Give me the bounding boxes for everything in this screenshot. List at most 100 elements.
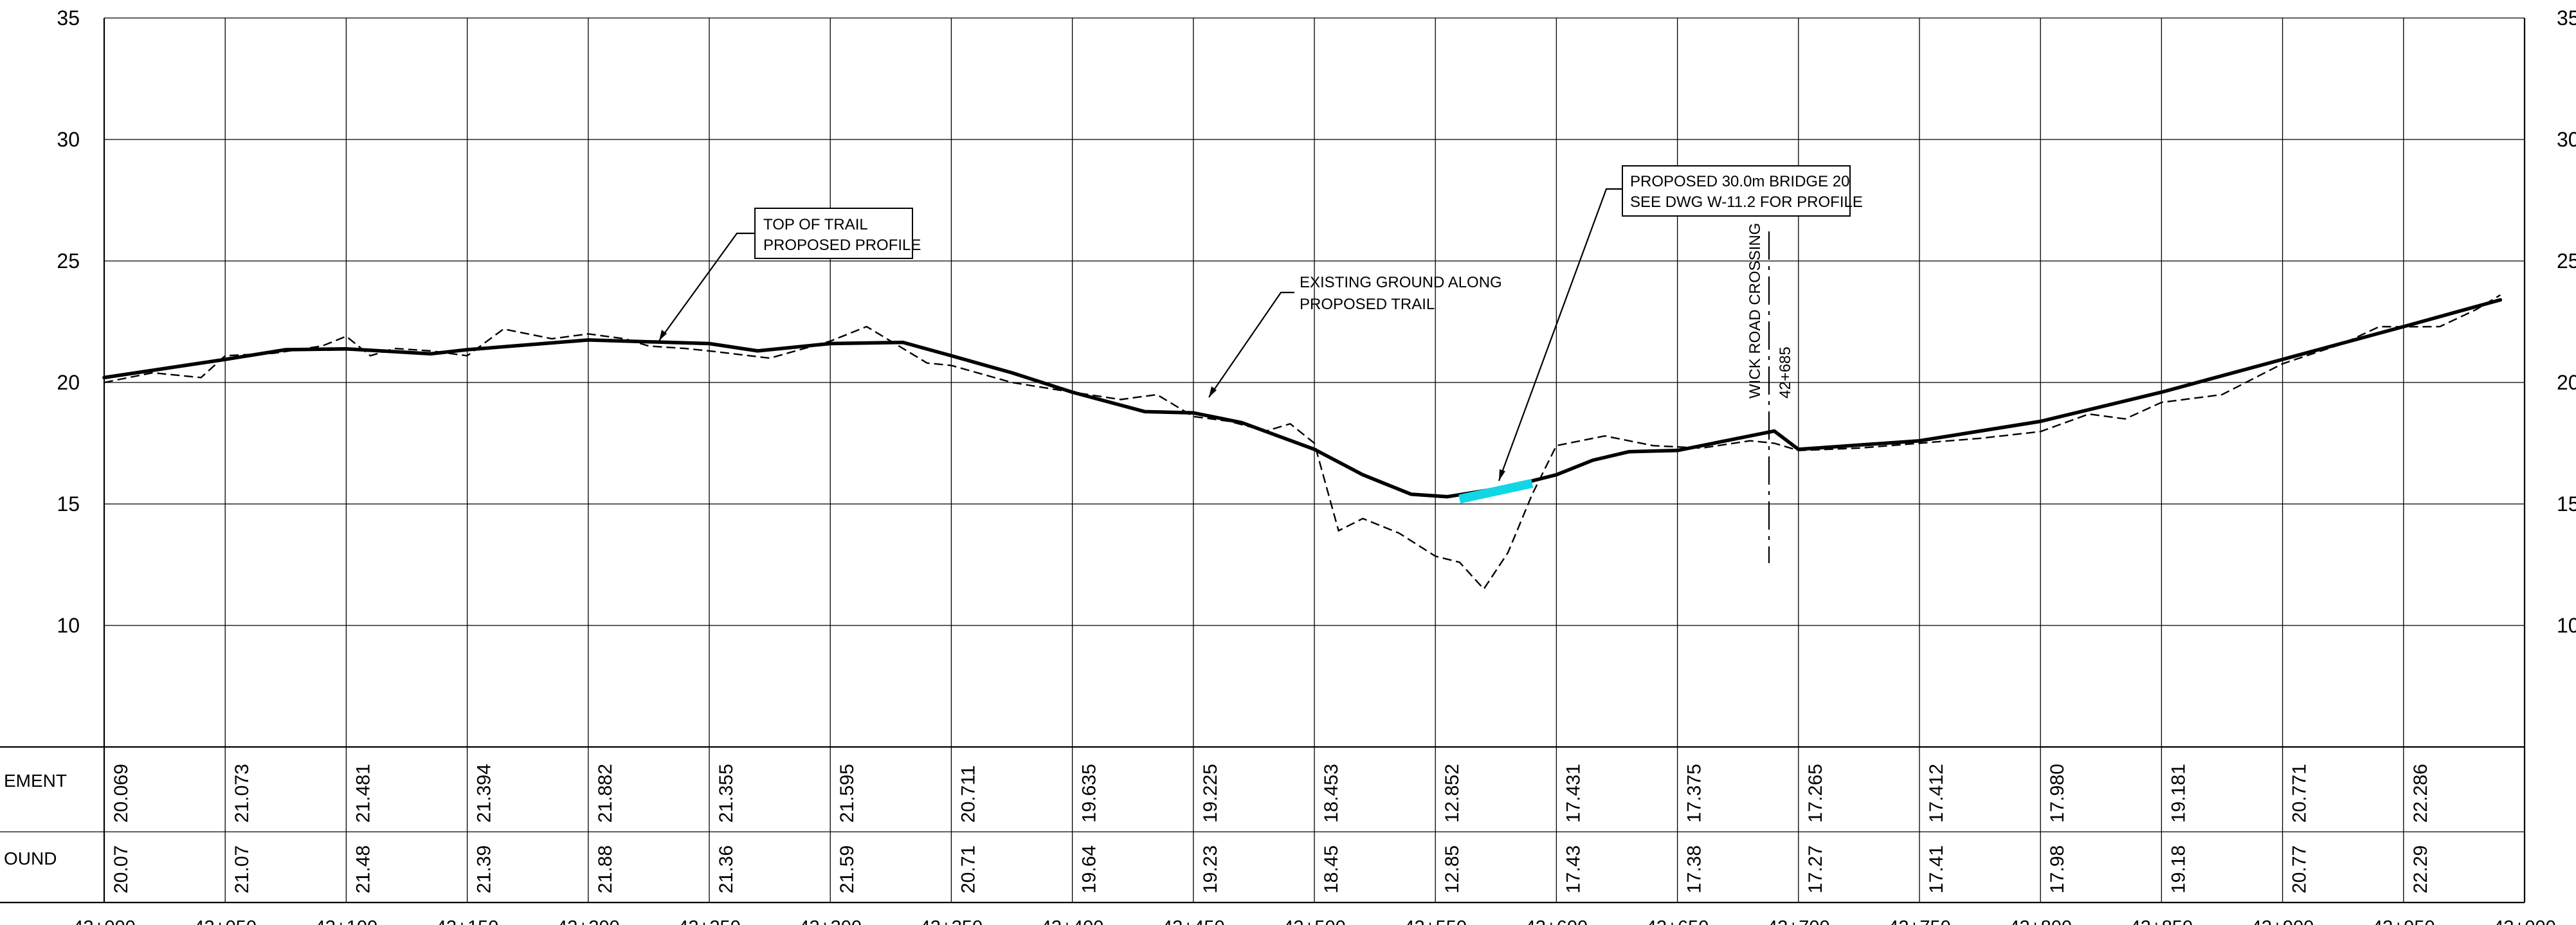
table-row-label-ground: OUND	[4, 849, 57, 868]
table-cell-proposed: 19.225	[1200, 764, 1221, 823]
chainage-label: 42+450	[1162, 917, 1225, 925]
table-cell-ground: 20.07	[111, 845, 132, 894]
top-of-trail-line1: TOP OF TRAIL	[763, 216, 868, 233]
table-cell-proposed: 17.980	[2047, 764, 2068, 823]
table-cell-ground: 12.85	[1442, 845, 1463, 894]
proposed-profile-line	[102, 298, 2503, 499]
bridge-note-arrowhead	[1499, 469, 1505, 481]
elevation-table: EMENT OUND 20.069 21.073 21.481 21.394 21.88…	[4, 764, 2431, 894]
table-cell-ground: 18.45	[1321, 845, 1342, 894]
chainage-label: 42+550	[1404, 917, 1467, 925]
bridge-note-leader	[1498, 188, 1622, 481]
table-row-label-proposed: EMENT	[4, 771, 67, 791]
wick-road-crossing-label: WICK ROAD CROSSING	[1746, 223, 1764, 399]
chainage-label: 42+250	[678, 917, 741, 925]
chainage-label: 42+400	[1041, 917, 1104, 925]
table-cell-ground: 21.39	[474, 845, 495, 894]
chainage-label: 42+050	[194, 917, 257, 925]
top-of-trail-arrowhead	[659, 330, 667, 341]
table-cell-ground: 19.64	[1079, 845, 1100, 894]
chainage-label: 42+950	[2372, 917, 2435, 925]
chainage-label: 42+000	[73, 917, 136, 925]
existing-ground-leader	[1208, 291, 1294, 398]
chainage-labels: 42+000 42+050 42+100 42+150 42+200 42+250 42+3…	[73, 917, 2556, 925]
table-cell-ground: 17.41	[1926, 845, 1947, 894]
elevation-tick-label: 10	[57, 614, 80, 637]
table-cell-ground: 17.38	[1684, 845, 1705, 894]
table-cell-ground: 17.98	[2047, 845, 2068, 894]
chainage-label: 42+850	[2130, 917, 2193, 925]
table-cell-proposed: 19.635	[1079, 764, 1100, 823]
chainage-label: 42+300	[799, 917, 862, 925]
table-cell-ground: 21.48	[352, 845, 374, 894]
table-cell-proposed: 20.771	[2289, 764, 2310, 823]
table-cell-proposed: 19.181	[2168, 764, 2189, 823]
elevation-tick-label: 20	[57, 371, 80, 394]
table-cell-ground: 21.36	[716, 845, 737, 894]
elevation-labels-left: 35 30 25 20 15 10	[57, 6, 80, 637]
chainage-label: 42+600	[1525, 917, 1588, 925]
table-cell-proposed: 20.069	[111, 764, 132, 823]
table-cell-proposed: 22.286	[2410, 764, 2431, 823]
chainage-label: 42+150	[436, 917, 499, 925]
table-cell-ground: 22.29	[2410, 845, 2431, 894]
table-cell-proposed: 17.265	[1805, 764, 1826, 823]
table-cell-ground: 17.27	[1805, 845, 1826, 894]
profile-series	[102, 294, 2503, 591]
crossing-station-label: 42+685	[1777, 346, 1794, 399]
elevation-tick-label: 30	[57, 128, 80, 151]
table-cell-proposed: 21.882	[595, 764, 616, 823]
table-cell-proposed: 21.394	[474, 764, 495, 823]
table-cell-ground: 19.23	[1200, 845, 1221, 894]
table-cell-proposed: 21.355	[716, 764, 737, 823]
bridge-note-line2: SEE DWG W-11.2 FOR PROFILE	[1630, 193, 1863, 211]
bridge-note-box	[1622, 165, 1851, 217]
table-cell-ground: 20.77	[2289, 845, 2310, 894]
elevation-tick-label: 15	[2557, 492, 2576, 516]
existing-ground-line2: PROPOSED TRAIL	[1300, 296, 1435, 313]
top-of-trail-line2: PROPOSED PROFILE	[763, 237, 921, 254]
elevation-tick-label: 15	[57, 492, 80, 516]
table-cell-proposed: 17.431	[1563, 764, 1584, 823]
table-cell-ground: 17.43	[1563, 845, 1584, 894]
chainage-label: 42+200	[557, 917, 620, 925]
chainage-label: 42+800	[2009, 917, 2072, 925]
table-cell-proposed: 18.453	[1321, 764, 1342, 823]
table-cell-ground: 21.59	[837, 845, 858, 894]
elevation-tick-label: 25	[2557, 249, 2576, 273]
table-cell-proposed: 17.412	[1926, 764, 1947, 823]
existing-ground-line	[104, 294, 2501, 591]
chainage-label: 43+000	[2493, 917, 2556, 925]
bridge-note-line1: PROPOSED 30.0m BRIDGE 20	[1630, 173, 1849, 190]
elevation-tick-label: 10	[2557, 614, 2576, 637]
top-of-trail-box	[754, 208, 913, 259]
table-cell-proposed: 12.852	[1442, 764, 1463, 823]
existing-ground-arrowhead	[1209, 386, 1217, 397]
elevation-tick-label: 20	[2557, 371, 2576, 394]
chainage-label: 42+500	[1283, 917, 1346, 925]
table-cell-proposed: 17.375	[1684, 764, 1705, 823]
chainage-label: 42+900	[2251, 917, 2314, 925]
table-cell-ground: 21.88	[595, 845, 616, 894]
chainage-label: 42+700	[1767, 917, 1830, 925]
table-cell-proposed: 21.073	[231, 764, 253, 823]
existing-ground-line1: EXISTING GROUND ALONG	[1300, 274, 1502, 291]
profile-grid	[0, 17, 2526, 904]
elevation-tick-label: 35	[2557, 6, 2576, 30]
chainage-label: 42+650	[1646, 917, 1709, 925]
table-cell-proposed: 21.481	[352, 764, 374, 823]
chainage-label: 42+750	[1888, 917, 1951, 925]
chainage-label: 42+100	[315, 917, 378, 925]
top-of-trail-leader	[658, 232, 755, 341]
table-cell-ground: 21.07	[231, 845, 253, 894]
table-cell-proposed: 20.711	[957, 765, 979, 823]
elevation-tick-label: 25	[57, 249, 80, 273]
elevation-tick-label: 35	[57, 6, 80, 30]
table-cell-proposed: 21.595	[837, 764, 858, 823]
table-cell-ground: 20.71	[957, 845, 979, 894]
bridge-deck-highlight	[1458, 479, 1534, 504]
elevation-tick-label: 30	[2557, 128, 2576, 151]
chainage-label: 42+350	[920, 917, 983, 925]
